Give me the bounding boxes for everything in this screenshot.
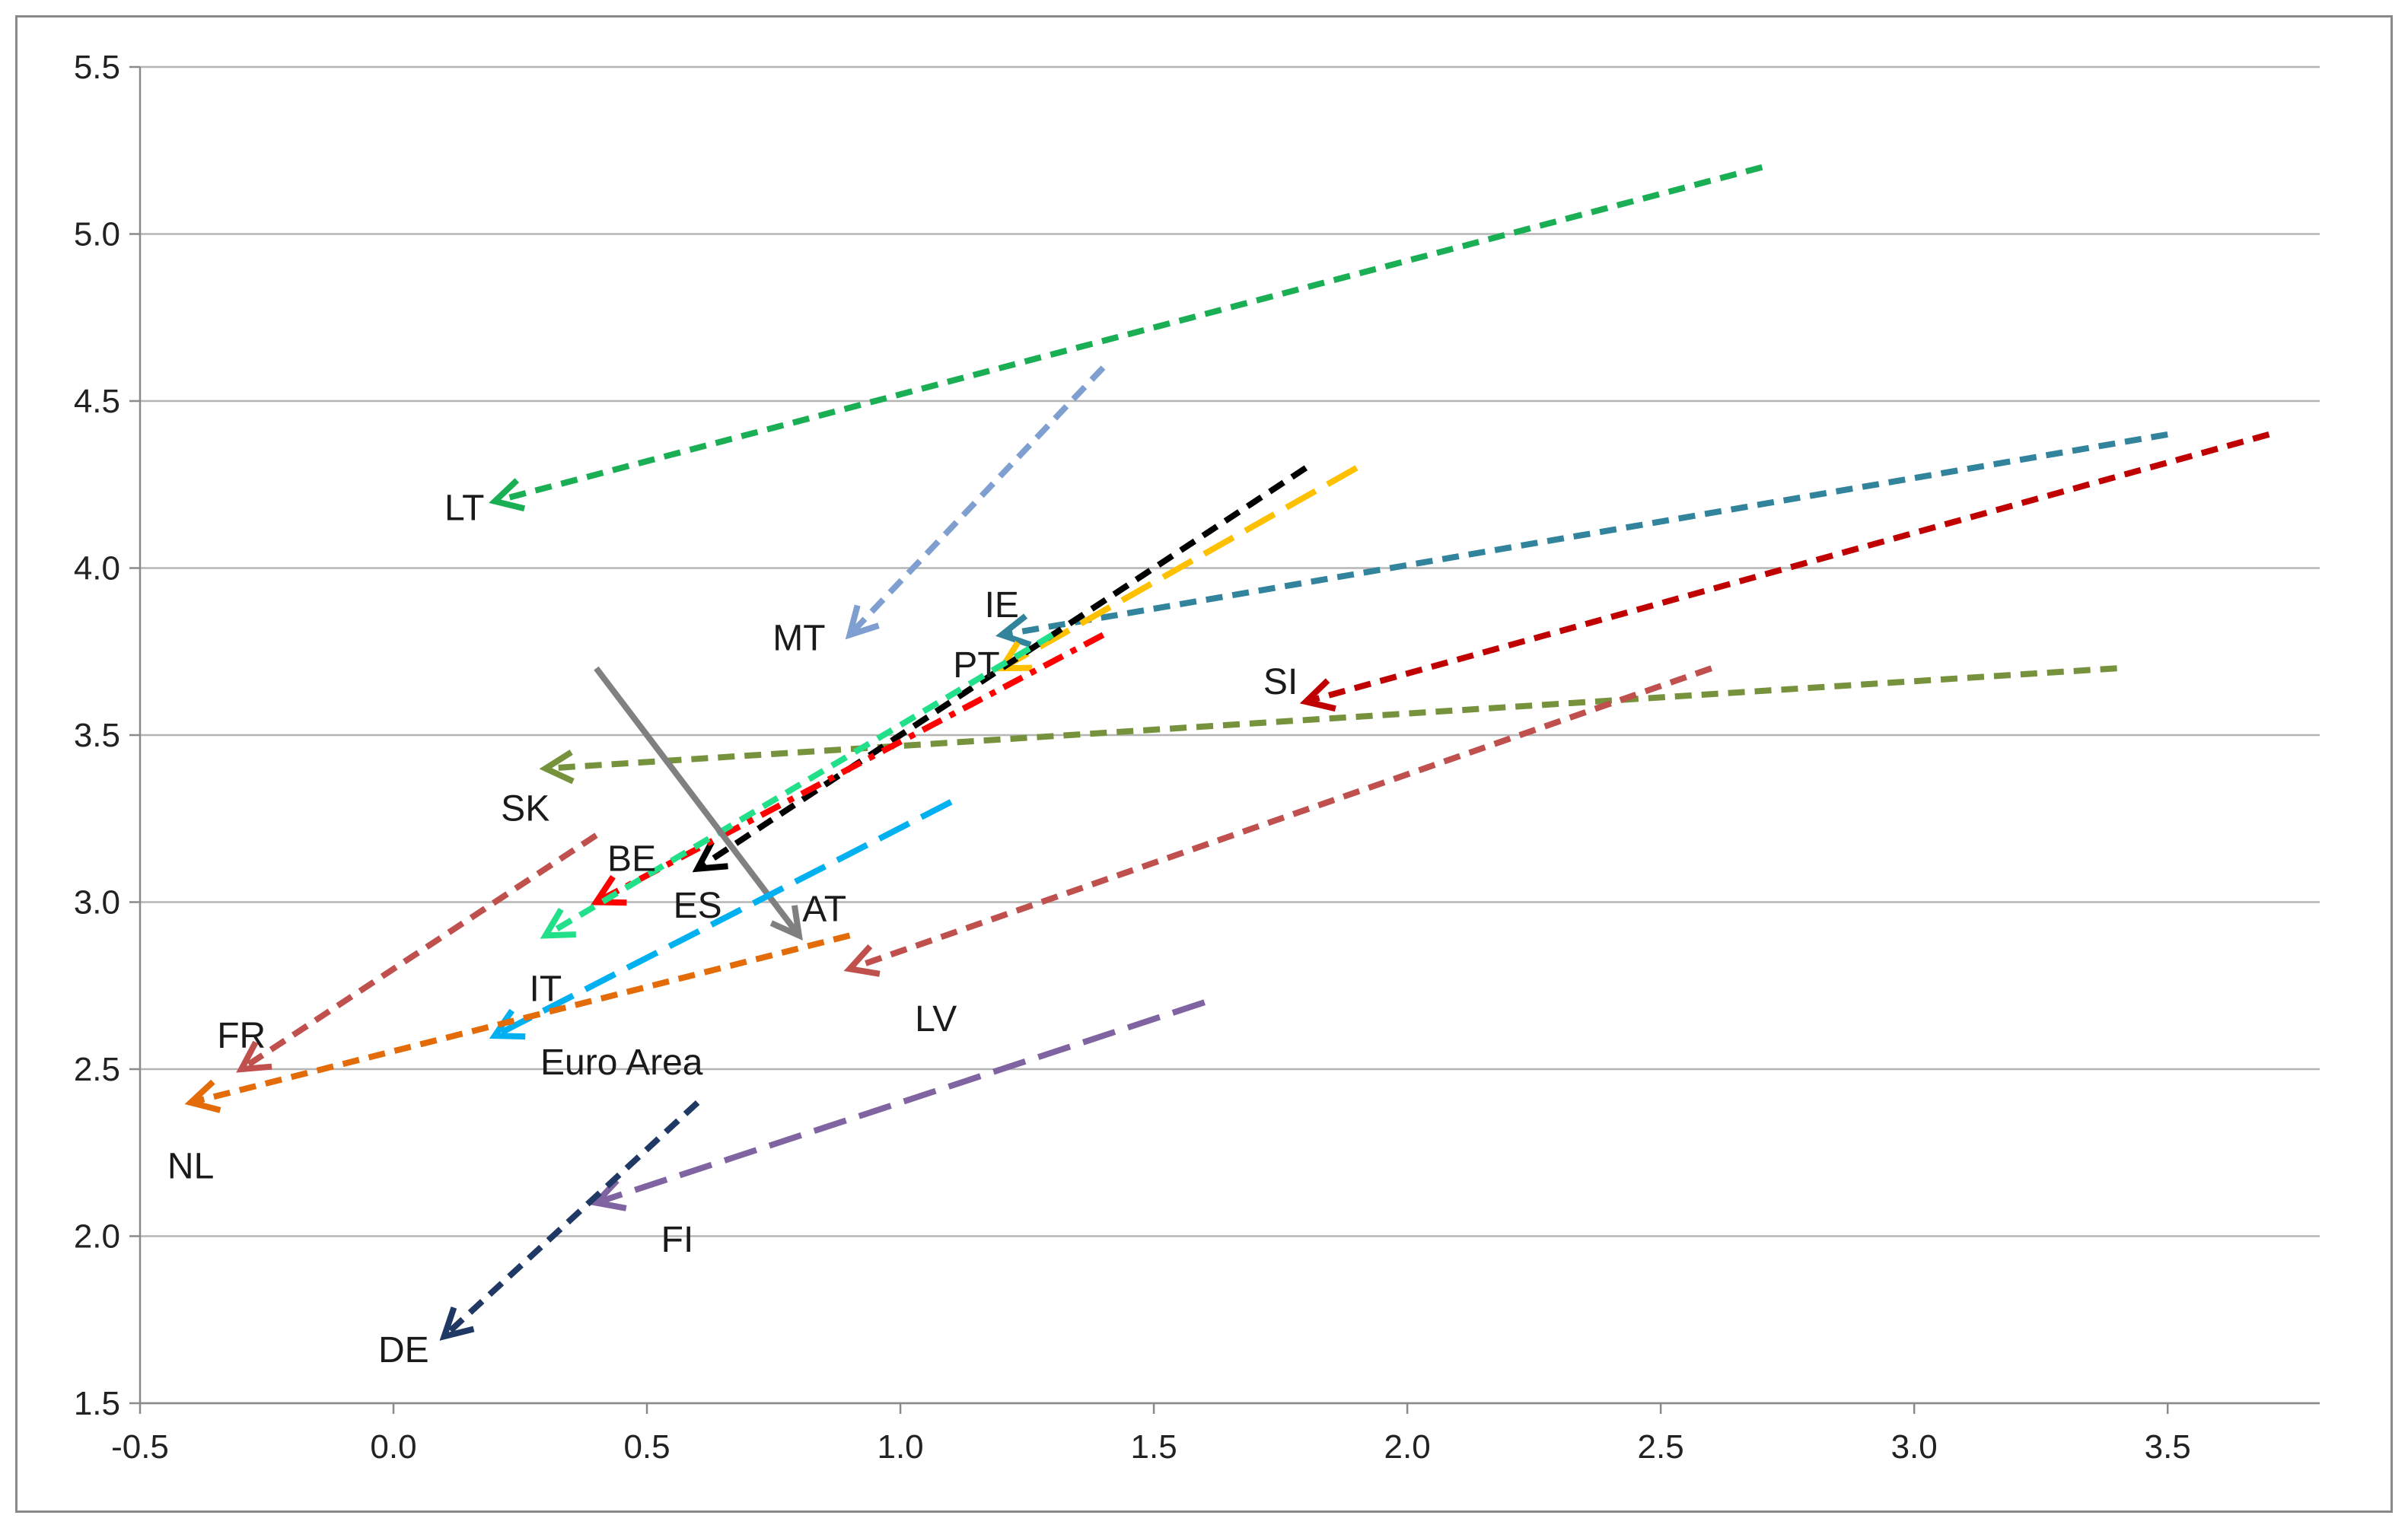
x-tick-label-1: 0.0 xyxy=(370,1428,416,1466)
series-line-nl xyxy=(190,932,851,1106)
label-fr: FR xyxy=(217,1016,266,1056)
series-line-fr xyxy=(240,832,598,1072)
y-tick-label-2: 2.5 xyxy=(74,1051,120,1088)
label-si: SI xyxy=(1263,662,1298,702)
arrowhead-lt xyxy=(489,478,526,512)
series-arrow-lv xyxy=(843,665,1713,977)
x-tick-label-7: 3.0 xyxy=(1891,1428,1938,1466)
series-arrow-lt xyxy=(489,164,1763,512)
arrowhead-de xyxy=(439,1307,475,1341)
series-line-lv xyxy=(849,665,1713,973)
series-line-mt xyxy=(847,365,1106,638)
x-tick-label-8: 3.5 xyxy=(2145,1428,2191,1466)
y-tick-label-1: 2.0 xyxy=(74,1218,120,1256)
arrowhead-si xyxy=(1299,678,1336,712)
series-line-de xyxy=(441,1100,700,1339)
series-line-lt xyxy=(494,164,1763,505)
label-ie: IE xyxy=(985,585,1019,626)
x-tick-label-2: 0.5 xyxy=(623,1428,670,1466)
series-arrow-euro-area xyxy=(489,799,953,1040)
label-nl: NL xyxy=(167,1146,214,1186)
label-mt: MT xyxy=(772,619,825,659)
arrowhead-es xyxy=(692,840,728,873)
series-arrows xyxy=(184,164,2270,1341)
y-tick-label-7: 5.0 xyxy=(74,216,120,253)
label-es: ES xyxy=(674,886,722,926)
series-arrow-mt xyxy=(845,365,1106,640)
series-line-ie xyxy=(1001,431,2168,638)
y-tick-label-6: 4.5 xyxy=(74,383,120,420)
arrowhead-sk xyxy=(539,750,575,785)
y-tick-label-8: 5.5 xyxy=(74,49,120,86)
x-tick-label-6: 2.5 xyxy=(1638,1428,1684,1466)
series-line-at xyxy=(594,666,802,937)
series-arrow-sk xyxy=(539,665,2117,785)
series-arrow-at xyxy=(594,666,803,941)
series-line-pt xyxy=(1000,465,1358,671)
x-tick-label-3: 1.0 xyxy=(877,1428,923,1466)
arrowhead-lv xyxy=(843,944,881,977)
y-tick-label-0: 1.5 xyxy=(74,1385,120,1422)
series-arrow-fi xyxy=(590,999,1206,1211)
y-tick-label-5: 4.0 xyxy=(74,550,120,587)
y-tick-label-4: 3.5 xyxy=(74,717,120,754)
arrowhead-it xyxy=(540,907,576,939)
arrowhead-mt xyxy=(845,604,880,640)
series-arrow-es xyxy=(692,465,1308,873)
label-lt: LT xyxy=(444,488,484,528)
arrowhead-ie xyxy=(995,613,1032,648)
arrowhead-euro-area xyxy=(489,1008,526,1040)
series-arrow-fr xyxy=(236,832,598,1073)
series-arrow-it xyxy=(540,632,1054,939)
series-line-sk xyxy=(545,665,2117,772)
x-tick-labels: -0.5 0.0 0.5 1.0 1.5 2.0 2.5 3.0 3.5 xyxy=(111,1428,2191,1466)
series-arrow-nl xyxy=(184,932,851,1113)
y-tick-label-3: 3.0 xyxy=(74,884,120,922)
series-arrow-si xyxy=(1299,431,2270,712)
label-de: DE xyxy=(378,1330,429,1370)
label-at: AT xyxy=(802,889,846,929)
arrowhead-nl xyxy=(184,1079,221,1113)
x-tick-label-4: 1.5 xyxy=(1131,1428,1177,1466)
series-line-euro-area xyxy=(493,799,953,1039)
y-tick-labels: 1.5 2.0 2.5 3.0 3.5 4.0 4.5 5.0 5.5 xyxy=(74,49,120,1422)
x-tick-label-5: 2.0 xyxy=(1384,1428,1431,1466)
series-arrow-ie xyxy=(995,431,2168,648)
label-sk: SK xyxy=(501,789,549,829)
series-arrow-de xyxy=(439,1100,700,1341)
label-be: BE xyxy=(607,839,656,879)
series-line-fi xyxy=(595,999,1206,1206)
label-euro-area: Euro Area xyxy=(540,1043,703,1083)
x-tick-label-0: -0.5 xyxy=(111,1428,169,1466)
series-line-it xyxy=(543,632,1054,938)
label-pt: PT xyxy=(953,645,999,686)
series-line-si xyxy=(1304,431,2270,705)
axes xyxy=(129,65,2320,1414)
series-line-es xyxy=(696,465,1308,871)
country-labels: LT MT IE PT SI SK BE ES AT IT LV FR Euro Area NL FI DE xyxy=(167,488,1298,1370)
label-lv: LV xyxy=(915,999,957,1039)
arrowhead-be xyxy=(591,874,627,906)
gridlines xyxy=(140,65,2320,1405)
arrowhead-fi xyxy=(590,1178,627,1211)
label-fi: FI xyxy=(661,1220,694,1260)
arrowhead-fr xyxy=(236,1040,272,1073)
arrowhead-at xyxy=(769,905,803,941)
chart-frame xyxy=(15,15,2393,1513)
label-it: IT xyxy=(530,969,562,1010)
